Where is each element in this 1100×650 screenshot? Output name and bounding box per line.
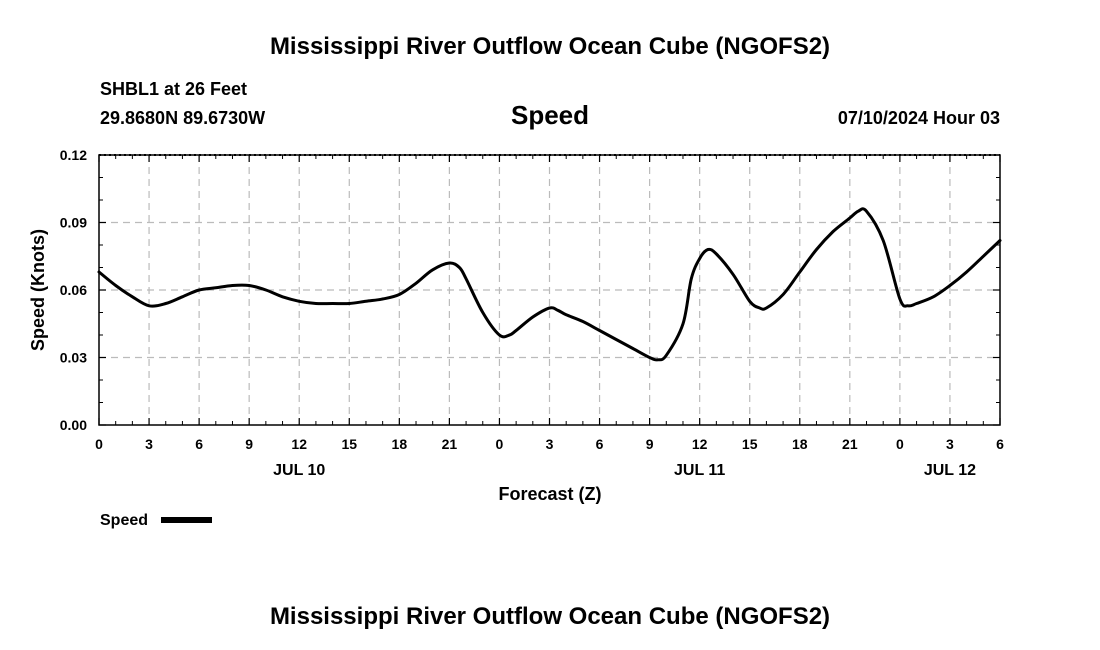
speed-series-line: [97, 207, 1002, 362]
legend-label: Speed: [100, 512, 148, 529]
grid-lines: [99, 155, 1000, 425]
x-tick-label: 21: [442, 436, 458, 452]
footer-title: Mississippi River Outflow Ocean Cube (NG…: [270, 603, 830, 630]
x-tick-label: 6: [596, 436, 604, 452]
y-tick-label: 0.12: [60, 147, 87, 163]
x-tick-label: 9: [245, 436, 253, 452]
legend-swatch: [161, 517, 212, 523]
x-tick-label: 18: [792, 436, 808, 452]
main-title: Mississippi River Outflow Ocean Cube (NG…: [270, 33, 830, 60]
y-tick-label: 0.03: [60, 350, 87, 366]
y-tick-label: 0.09: [60, 215, 87, 231]
x-tick-label: 12: [692, 436, 708, 452]
chart-title: Speed: [511, 100, 589, 130]
y-axis-label: Speed (Knots): [28, 229, 48, 351]
datetime-label: 07/10/2024 Hour 03: [838, 108, 1000, 128]
y-tick-label: 0.00: [60, 417, 87, 433]
x-tick-label: 6: [195, 436, 203, 452]
x-tick-label: 12: [291, 436, 307, 452]
x-axis-label: Forecast (Z): [498, 484, 601, 504]
x-tick-label: 3: [145, 436, 153, 452]
tick-labels: 0 3 6 9 12 15 18 21 0 3 6 9 12 15 18 21 0 3 6 0.00 0.03 0.06 0…: [60, 147, 1004, 479]
x-tick-label: 3: [946, 436, 954, 452]
x-tick-label: 18: [392, 436, 408, 452]
x-tick-label: 15: [341, 436, 357, 452]
x-tick-label: 3: [546, 436, 554, 452]
x-tick-label: 6: [996, 436, 1004, 452]
x-tick-label: 9: [646, 436, 654, 452]
date-label: JUL 11: [674, 462, 725, 479]
x-tick-label: 0: [95, 436, 103, 452]
date-label: JUL 10: [273, 462, 325, 479]
x-tick-label: 15: [742, 436, 758, 452]
x-tick-label: 0: [896, 436, 904, 452]
y-tick-label: 0.06: [60, 282, 87, 298]
x-tick-label: 0: [496, 436, 504, 452]
x-tick-label: 21: [842, 436, 858, 452]
coords-label: 29.8680N 89.6730W: [100, 108, 265, 128]
station-label: SHBL1 at 26 Feet: [100, 79, 247, 99]
date-label: JUL 12: [924, 462, 976, 479]
